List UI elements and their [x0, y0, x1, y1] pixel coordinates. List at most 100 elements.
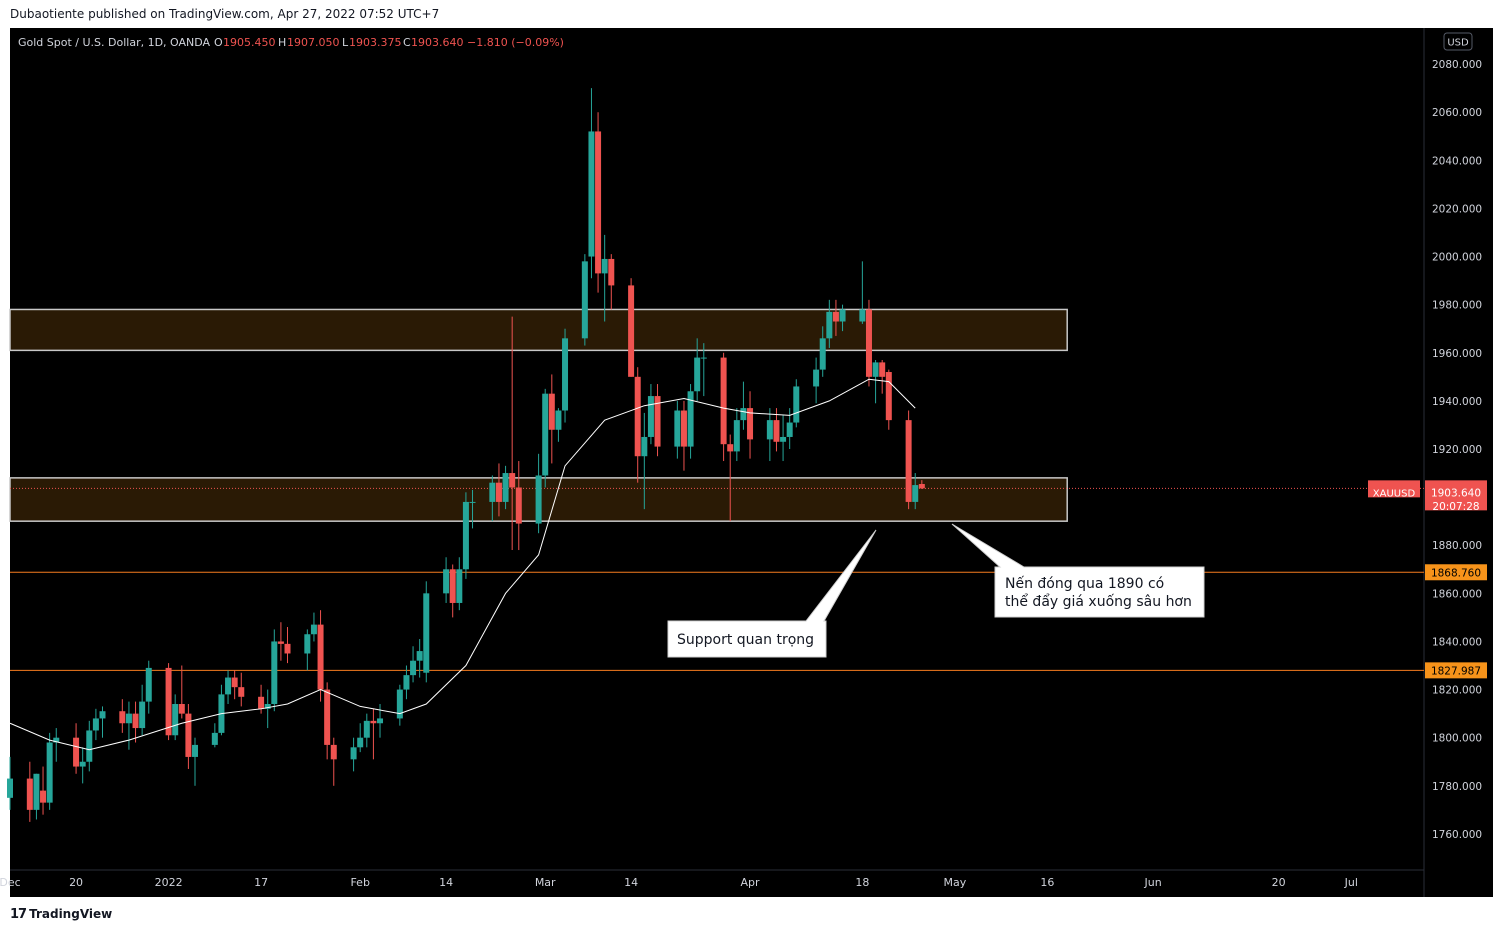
- candle-body-58: [548, 393, 555, 430]
- level-tag-0: [1425, 564, 1487, 581]
- x-tick-label-4: Feb: [350, 876, 369, 889]
- footer: 17 TradingView: [0, 897, 1503, 932]
- candle-body-31: [304, 634, 311, 654]
- x-tick-label-8: Apr: [741, 876, 761, 889]
- candle-body-91: [859, 309, 866, 322]
- candle-body-56: [535, 475, 542, 524]
- candle-body-78: [733, 420, 740, 452]
- legend-change: −1.810 (−0.09%): [467, 36, 564, 49]
- candle-body-45: [423, 593, 430, 673]
- level-tag-1: [1425, 662, 1487, 679]
- candle-body-88: [826, 311, 833, 339]
- candles-layer: [7, 88, 925, 822]
- candle-body-1: [26, 778, 33, 810]
- candle-body-98: [918, 484, 925, 489]
- candle-body-81: [766, 420, 773, 440]
- candle-body-19: [185, 713, 192, 757]
- candle-body-34: [324, 689, 331, 745]
- legend-high-value: 1907.050: [287, 36, 340, 49]
- y-tick-label-14: 2040.000: [1432, 155, 1482, 167]
- candle-body-80: [747, 408, 754, 440]
- candle-body-16: [165, 667, 172, 736]
- y-tick-label-3: 1820.000: [1432, 685, 1482, 697]
- candle-body-7: [79, 761, 86, 767]
- ohlc-values: O 1905.450 H 1907.050 L 1903.375 C 1903.…: [214, 36, 564, 49]
- annotation-breakdown[interactable]: Nến đóng qua 1890 có thể đẩy giá xuống s…: [951, 523, 1205, 618]
- annotation-breakdown-line1: Nến đóng qua 1890 có: [1005, 575, 1164, 592]
- candle-body-60: [562, 338, 569, 411]
- candle-body-46: [443, 569, 450, 594]
- x-tick-label-2: 2022: [155, 876, 183, 889]
- x-tick-label-14: Jul: [1344, 876, 1358, 889]
- candle-body-48: [456, 569, 463, 603]
- candle-body-41: [396, 689, 403, 719]
- candle-body-10: [99, 711, 106, 719]
- candle-body-54: [509, 473, 516, 488]
- candle-body-75: [700, 357, 707, 359]
- candle-body-47: [449, 569, 456, 603]
- candle-body-85: [793, 386, 800, 423]
- candle-body-68: [641, 436, 648, 457]
- candle-body-90: [839, 309, 846, 322]
- candle-body-63: [595, 131, 602, 274]
- candle-body-17: [172, 704, 179, 736]
- candle-body-76: [720, 357, 727, 445]
- legend-open-value: 1905.450: [223, 36, 276, 49]
- x-tick-label-13: 20: [1272, 876, 1286, 889]
- candle-body-39: [370, 720, 377, 724]
- legend-open-label: O: [214, 36, 223, 49]
- candle-body-82: [773, 420, 780, 442]
- candle-body-44: [416, 651, 423, 661]
- x-tick-label-12: Jun: [1143, 876, 1161, 889]
- y-tick-label-1: 1780.000: [1432, 781, 1482, 793]
- candle-body-29: [277, 641, 284, 644]
- legend-title: Gold Spot / U.S. Dollar, 1D, OANDA: [18, 36, 211, 49]
- legend-low-value: 1903.375: [349, 36, 402, 49]
- candle-body-20: [192, 744, 199, 757]
- y-tick-label-12: 2000.000: [1432, 252, 1482, 264]
- candle-body-18: [178, 704, 185, 714]
- candle-body-6: [73, 737, 80, 767]
- annotation-support[interactable]: Support quan trọng: [667, 529, 877, 658]
- candle-body-92: [865, 309, 872, 377]
- y-tick-label-13: 2020.000: [1432, 203, 1482, 215]
- x-tick-label-9: 18: [855, 876, 869, 889]
- x-tick-label-10: May: [943, 876, 966, 889]
- candle-body-15: [145, 667, 152, 702]
- candle-body-73: [687, 391, 694, 447]
- candle-body-8: [86, 730, 93, 762]
- currency-badge-text: USD: [1447, 38, 1469, 49]
- tradingview-brand: TradingView: [29, 907, 113, 921]
- legend-high-label: H: [278, 36, 286, 49]
- candle-body-35: [330, 744, 337, 760]
- y-tick-label-8: 1920.000: [1432, 444, 1482, 456]
- candle-body-26: [258, 696, 265, 709]
- candle-body-62: [588, 131, 595, 257]
- x-tick-label-3: 17: [254, 876, 268, 889]
- candle-body-33: [317, 624, 324, 690]
- currency-badge[interactable]: USD: [1443, 32, 1473, 51]
- candle-body-21: [211, 732, 218, 745]
- candle-body-84: [786, 422, 793, 437]
- x-tick-label-7: 14: [624, 876, 638, 889]
- candle-body-43: [410, 660, 417, 676]
- candle-body-89: [832, 311, 839, 322]
- time-axis[interactable]: Dec 20 2022 17 Feb 14 Mar 14 Apr 18 May 16 Jun 20 Jul: [0, 876, 1358, 889]
- candle-body-70: [654, 396, 661, 447]
- candle-body-13: [132, 713, 139, 729]
- candle-body-14: [139, 701, 146, 729]
- candle-body-40: [377, 718, 384, 724]
- tradingview-logo[interactable]: 17 TradingView: [10, 907, 112, 922]
- legend-close-label: C: [403, 36, 411, 49]
- candle-body-64: [601, 258, 608, 274]
- candle-body-3: [40, 790, 47, 803]
- candle-body-28: [271, 641, 278, 705]
- candle-body-49: [462, 501, 469, 570]
- candle-body-9: [92, 718, 99, 731]
- y-tick-label-10: 1960.000: [1432, 348, 1482, 360]
- candle-body-5: [53, 737, 60, 743]
- candle-body-37: [357, 737, 364, 748]
- candle-body-36: [350, 747, 357, 760]
- candle-body-53: [502, 473, 509, 502]
